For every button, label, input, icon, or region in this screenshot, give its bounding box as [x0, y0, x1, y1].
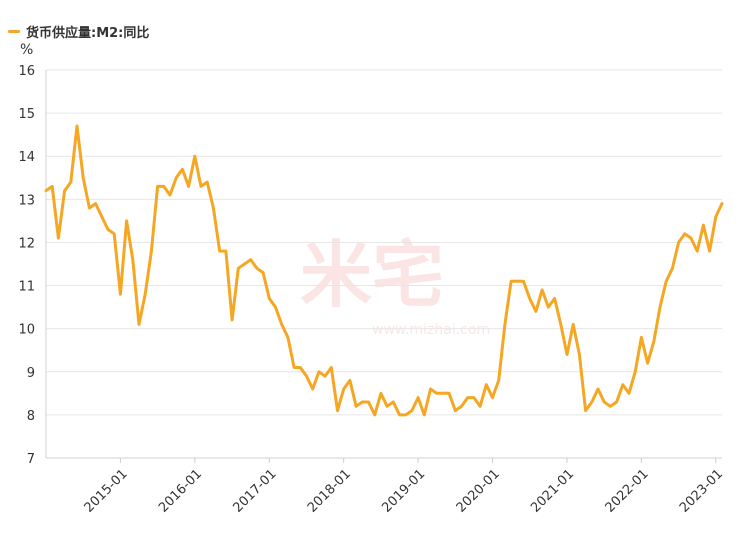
legend[interactable]: 货币供应量:M2:同比	[8, 22, 149, 41]
series-line	[44, 124, 724, 417]
watermark-logo: 米宅 www.mizhai.com	[300, 233, 490, 338]
y-tick-label: 13	[18, 193, 35, 208]
x-tick-label: 2018-01	[305, 467, 354, 516]
x-tick-label: 2022-01	[603, 467, 652, 516]
y-tick-label: 7	[27, 452, 35, 467]
y-tick-label: 15	[18, 107, 35, 122]
y-tick-label: 14	[18, 150, 35, 165]
x-tick-label: 2019-01	[379, 467, 428, 516]
x-tick-label: 2020-01	[454, 467, 503, 516]
x-tick-label: 2015-01	[82, 467, 131, 516]
x-tick-label: 2021-01	[528, 467, 577, 516]
y-tick-label: 8	[27, 409, 35, 424]
legend-label: 货币供应量:M2:同比	[26, 26, 150, 41]
x-tick-label: 2016-01	[156, 467, 205, 516]
x-tick-label: 2023-01	[677, 467, 726, 516]
legend-swatch-icon	[8, 30, 20, 33]
y-tick-label: 10	[18, 323, 35, 338]
x-tick-label: 2017-01	[231, 467, 280, 516]
y-tick-label: 11	[18, 280, 35, 295]
watermark-text: 米宅	[300, 233, 444, 317]
y-tick-label: 12	[18, 236, 35, 251]
watermark-url: www.mizhai.com	[372, 322, 490, 338]
y-axis-unit-label: %	[20, 42, 33, 58]
y-tick-label: 16	[18, 64, 35, 79]
y-tick-label: 9	[27, 366, 35, 381]
